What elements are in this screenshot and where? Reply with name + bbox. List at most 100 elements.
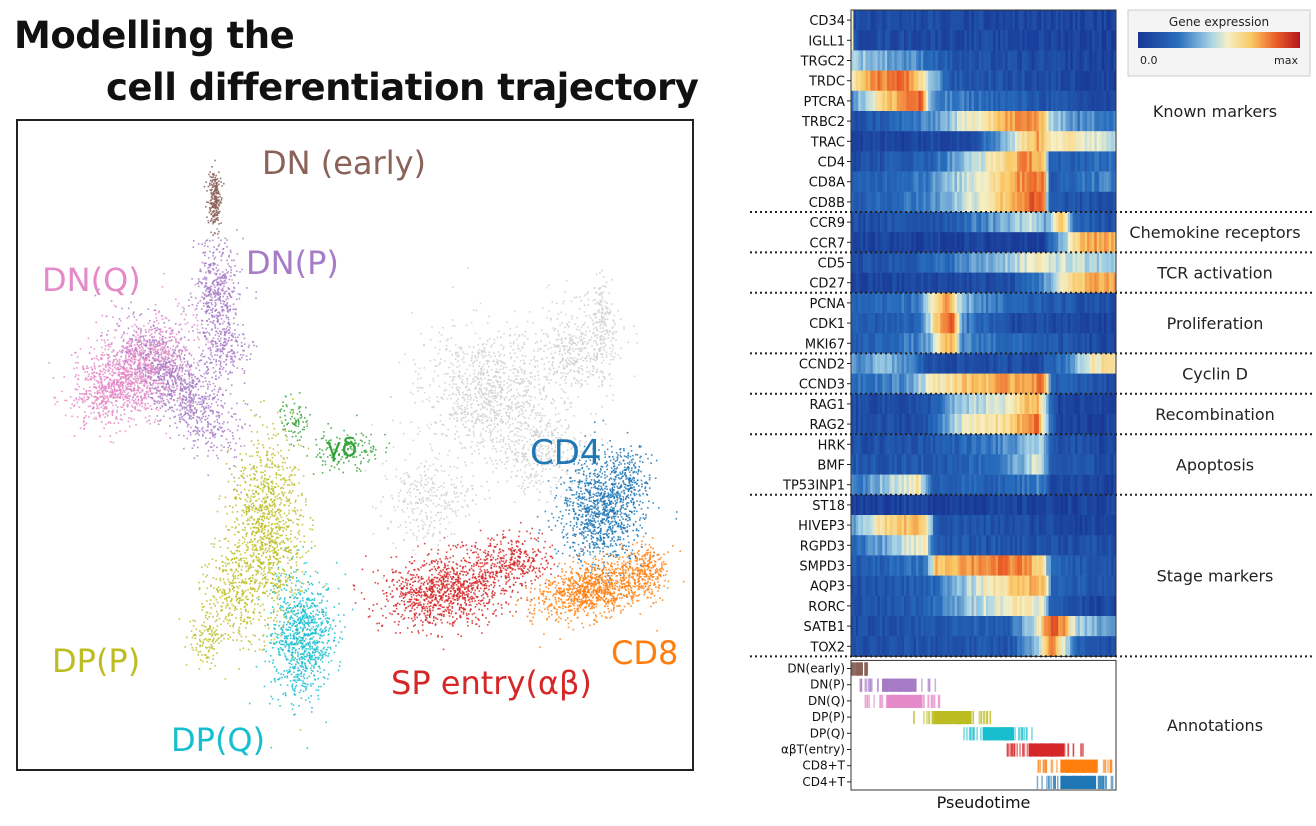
annotation-label: DN(early) — [787, 662, 845, 676]
group-label: Known markers — [1153, 102, 1277, 121]
gene-label: CDK1 — [809, 317, 845, 332]
annotation-label: DN(Q) — [808, 694, 845, 708]
heatmap-row-TRAC — [851, 131, 1117, 152]
gene-label: TRAC — [810, 135, 845, 150]
annotation-row-2 — [864, 694, 941, 708]
heatmap-row-TRDC — [851, 70, 1117, 92]
annotation-row-0 — [851, 662, 869, 676]
gene-label: BMF — [817, 459, 845, 474]
gene-label: CD5 — [818, 257, 845, 272]
heatmap-row-PTCRA — [851, 90, 1117, 112]
annotation-row-1 — [859, 678, 937, 692]
cluster-points-1 — [48, 272, 233, 444]
page-title-line1: Modelling the — [14, 14, 295, 57]
heatmap-row-CD34 — [851, 10, 1117, 31]
heatmap-gene-labels: CD34 IGLL1 TRGC2 TRDC PTCRA TRBC2 TRAC CD4 CD8A C… — [782, 14, 851, 655]
annotation-row-5 — [1006, 743, 1084, 757]
heatmap-row-CD5 — [851, 252, 1117, 273]
gene-label: CD27 — [809, 277, 845, 292]
legend-title: Gene expression — [1169, 15, 1269, 29]
umap-points — [48, 159, 685, 749]
annotation-row-6 — [1037, 759, 1113, 773]
gene-label: PCNA — [809, 297, 845, 312]
umap-scatter-chart: DN (early) DN(Q) DN(P) γδ CD4 CD8 SP entry(αβ)… — [16, 119, 694, 771]
heatmap-row-BMF — [851, 454, 1117, 475]
heatmap-row-IGLL1 — [851, 30, 1117, 51]
gene-label: AQP3 — [810, 580, 845, 595]
annotation-label: DN(P) — [810, 678, 845, 692]
heatmap-row-CCND2 — [851, 353, 1117, 374]
gene-label: TP53INP1 — [782, 479, 845, 494]
gene-label: TRGC2 — [800, 55, 845, 70]
heatmap-row-CD8A — [851, 171, 1117, 193]
gene-label: CD4 — [818, 156, 845, 171]
gene-label: HRK — [818, 438, 846, 453]
gene-label: CD34 — [809, 14, 845, 29]
heatmap-row-RAG2 — [851, 414, 1117, 435]
gene-label: CCND3 — [799, 378, 845, 393]
heatmap-row-CDK1 — [851, 313, 1117, 334]
heatmap-row-CD8B — [851, 191, 1117, 213]
annotation-group-label: Annotations — [1167, 716, 1263, 735]
gene-label: ST18 — [812, 499, 845, 514]
gene-label: RORC — [808, 600, 845, 615]
heatmap-row-CCR9 — [851, 212, 1117, 233]
gene-label: HIVEP3 — [798, 519, 845, 534]
annotation-row-3 — [913, 711, 992, 725]
umap-labels: DN (early) DN(Q) DN(P) γδ CD4 CD8 SP entry(αβ)… — [42, 144, 678, 759]
heatmap-row-TOX2 — [851, 636, 1117, 657]
group-label: Stage markers — [1157, 567, 1274, 586]
gene-label: CD8B — [809, 196, 845, 211]
cluster-label-2: DN(P) — [246, 244, 339, 282]
cluster-points-7 — [178, 398, 326, 731]
annotation-label: αβT(entry) — [781, 743, 845, 757]
heatmap-row-RAG1 — [851, 393, 1117, 415]
heatmap-row-CD4 — [851, 151, 1117, 172]
cluster-label-8: DP(Q) — [171, 721, 265, 759]
cluster-points-4 — [536, 419, 678, 598]
gene-label: RAG1 — [809, 398, 845, 413]
annotation-label: CD8+T — [802, 759, 845, 773]
group-label: TCR activation — [1156, 264, 1272, 283]
group-label: Recombination — [1155, 405, 1275, 424]
legend-min: 0.0 — [1140, 54, 1158, 67]
gene-label: TRBC2 — [801, 115, 845, 130]
annotation-label: DP(P) — [812, 710, 845, 724]
cluster-label-1: DN(Q) — [42, 261, 141, 299]
heatmap-row-SATB1 — [851, 616, 1117, 637]
cluster-label-7: DP(P) — [52, 642, 140, 680]
cluster-points-6 — [352, 521, 584, 651]
gene-label: CCND2 — [799, 358, 845, 373]
group-label: Chemokine receptors — [1129, 223, 1300, 242]
heatmap-row-RORC — [851, 595, 1117, 617]
heatmap-row-ST18 — [851, 494, 1117, 516]
cluster-points-3 — [279, 392, 391, 475]
cluster-points-9 — [364, 267, 639, 579]
cluster-points-0 — [203, 159, 225, 236]
heatmap-legend: Gene expression 0.0 max — [1127, 9, 1311, 77]
gene-label: CCR7 — [810, 236, 845, 251]
gene-label: TRDC — [808, 75, 845, 90]
cluster-label-5: CD8 — [611, 634, 678, 672]
heatmap-row-CCR7 — [851, 232, 1117, 253]
cluster-label-6: SP entry(αβ) — [391, 664, 592, 702]
cluster-points-2 — [94, 219, 258, 494]
annotation-label: DP(Q) — [810, 726, 845, 740]
gene-label: CD8A — [809, 176, 845, 191]
gene-label: RAG2 — [809, 418, 845, 433]
gene-label: SMPD3 — [799, 560, 845, 575]
heatmap-row-CD27 — [851, 272, 1117, 294]
cluster-label-4: CD4 — [530, 433, 602, 473]
gene-label: TOX2 — [809, 640, 845, 655]
x-axis-label: Pseudotime — [937, 793, 1031, 812]
annotation-row-4 — [963, 727, 1033, 741]
heatmap-row-HIVEP3 — [851, 515, 1117, 536]
heatmap-row-AQP3 — [851, 575, 1117, 597]
group-label: Cyclin D — [1182, 365, 1248, 384]
heatmap-row-RGPD3 — [851, 535, 1117, 556]
heatmap-row-CCND3 — [851, 373, 1117, 395]
heatmap-row-TP53INP1 — [851, 474, 1117, 496]
heatmap-row-MKI67 — [851, 333, 1117, 354]
heatmap-group-labels: Known markers Chemokine receptors TCR acti… — [750, 102, 1312, 658]
cluster-label-3: γδ — [326, 433, 357, 463]
